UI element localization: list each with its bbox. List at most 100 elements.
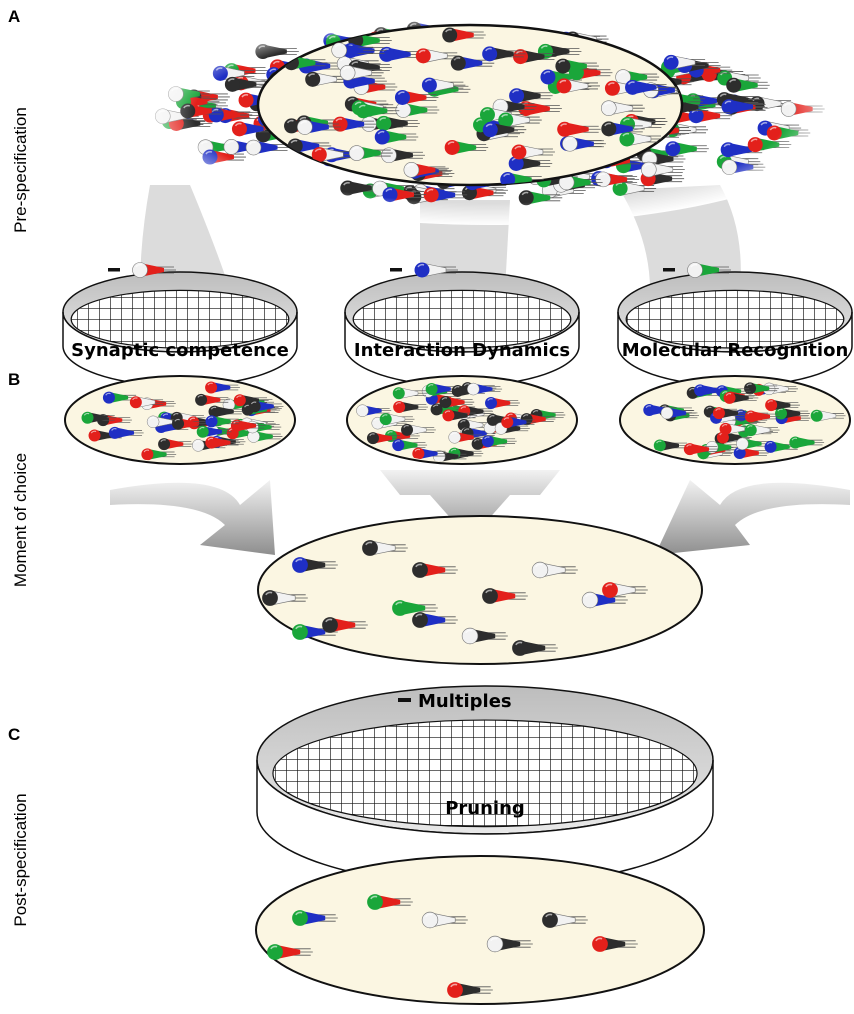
synapse-shine (540, 45, 548, 49)
synapse (311, 147, 356, 163)
panel-label: Post-specification (11, 793, 30, 926)
synapse (415, 48, 460, 64)
synapse-shine (503, 417, 510, 421)
synapse-shine (105, 392, 111, 396)
synapse (205, 415, 241, 428)
synapse (448, 431, 484, 444)
minus (108, 268, 120, 272)
synapse-shine (143, 449, 150, 453)
synapse (511, 144, 555, 160)
synapse (102, 391, 138, 404)
synapse (512, 640, 558, 656)
synapse-shine (465, 629, 473, 634)
synapse-shine (83, 412, 90, 416)
synapse-shine (495, 100, 503, 105)
synapse-shine (656, 440, 662, 444)
synapse-shine (395, 601, 403, 606)
synapse (540, 69, 584, 85)
synapse-shine (503, 173, 510, 178)
synapse-shine (725, 393, 732, 396)
synapse-shine (397, 91, 405, 95)
synapse-shine (370, 895, 378, 900)
synapse-shine (90, 430, 97, 434)
synapse (444, 139, 489, 155)
synapse-shine (721, 391, 728, 395)
synapse (683, 443, 719, 456)
synapse-shine (308, 73, 315, 77)
synapse-shine (686, 444, 692, 448)
synapse-shine (379, 117, 387, 121)
synapse (501, 416, 537, 429)
synapse (789, 436, 825, 449)
synapse (592, 936, 638, 952)
synapse-shine (382, 414, 388, 418)
synapse-shine (199, 426, 205, 430)
synapse-shine (515, 641, 523, 646)
synapse (482, 588, 528, 604)
synapse (348, 145, 393, 161)
synapse-shine (403, 425, 409, 428)
synapse-shine (532, 410, 539, 413)
sieve-label: Pruning (445, 798, 525, 819)
synapse-shine (450, 432, 457, 436)
synapse-shine (418, 49, 426, 54)
synapse (267, 944, 313, 960)
synapse (262, 590, 308, 606)
dish-neurons (643, 382, 846, 460)
synapse-shine (688, 388, 695, 391)
sieve-rim (617, 311, 853, 387)
synapse-shine (721, 424, 728, 427)
synapse (292, 910, 338, 926)
synapse (719, 422, 755, 435)
synapse-shine (545, 913, 553, 918)
synapse (557, 121, 601, 137)
synapse (205, 436, 241, 449)
synapse (481, 435, 517, 448)
synapse-shine (604, 122, 612, 127)
synapse-shine (352, 146, 359, 151)
filter-sieve: Synaptic competence (62, 262, 298, 387)
synapse (331, 42, 376, 59)
synapse (395, 102, 440, 118)
synapse (146, 415, 182, 429)
synapse-shine (485, 47, 492, 52)
dish-neurons (356, 382, 566, 462)
synapse-shine (485, 123, 493, 128)
synapse (141, 448, 177, 461)
synapse-shine (358, 405, 365, 409)
synapse (482, 46, 526, 62)
synapse (394, 89, 439, 105)
synapse-shine (558, 59, 566, 64)
synapse (485, 396, 520, 409)
synapse (467, 382, 503, 396)
synapse-shine (325, 618, 333, 623)
synapse-shine (387, 431, 393, 434)
synapse (498, 112, 542, 128)
synapse-shine (595, 937, 603, 942)
synapse (421, 911, 468, 929)
synapse (172, 417, 207, 430)
removed-label: Multiples (418, 691, 512, 712)
synapse-shine (604, 102, 612, 106)
synapse-shine (299, 116, 307, 121)
synapse-shine (197, 395, 203, 398)
synapse (381, 147, 425, 164)
synapse (602, 582, 648, 598)
sieve-rim (62, 311, 298, 387)
synapse-shine (417, 263, 425, 268)
panel-letter: A (8, 7, 20, 26)
merge-arrow (380, 470, 560, 540)
synapse-shine (447, 141, 455, 145)
synapse (531, 561, 578, 579)
synapse (562, 135, 606, 152)
synapse-shine (334, 44, 342, 48)
synapse-shine (489, 415, 495, 418)
synapse (322, 617, 368, 633)
synapse-shine (535, 563, 543, 568)
synapse (712, 407, 748, 420)
synapse-shine (314, 148, 322, 153)
synapse-shine (414, 448, 421, 452)
synapse-shine (747, 425, 753, 429)
synapse (765, 399, 800, 412)
